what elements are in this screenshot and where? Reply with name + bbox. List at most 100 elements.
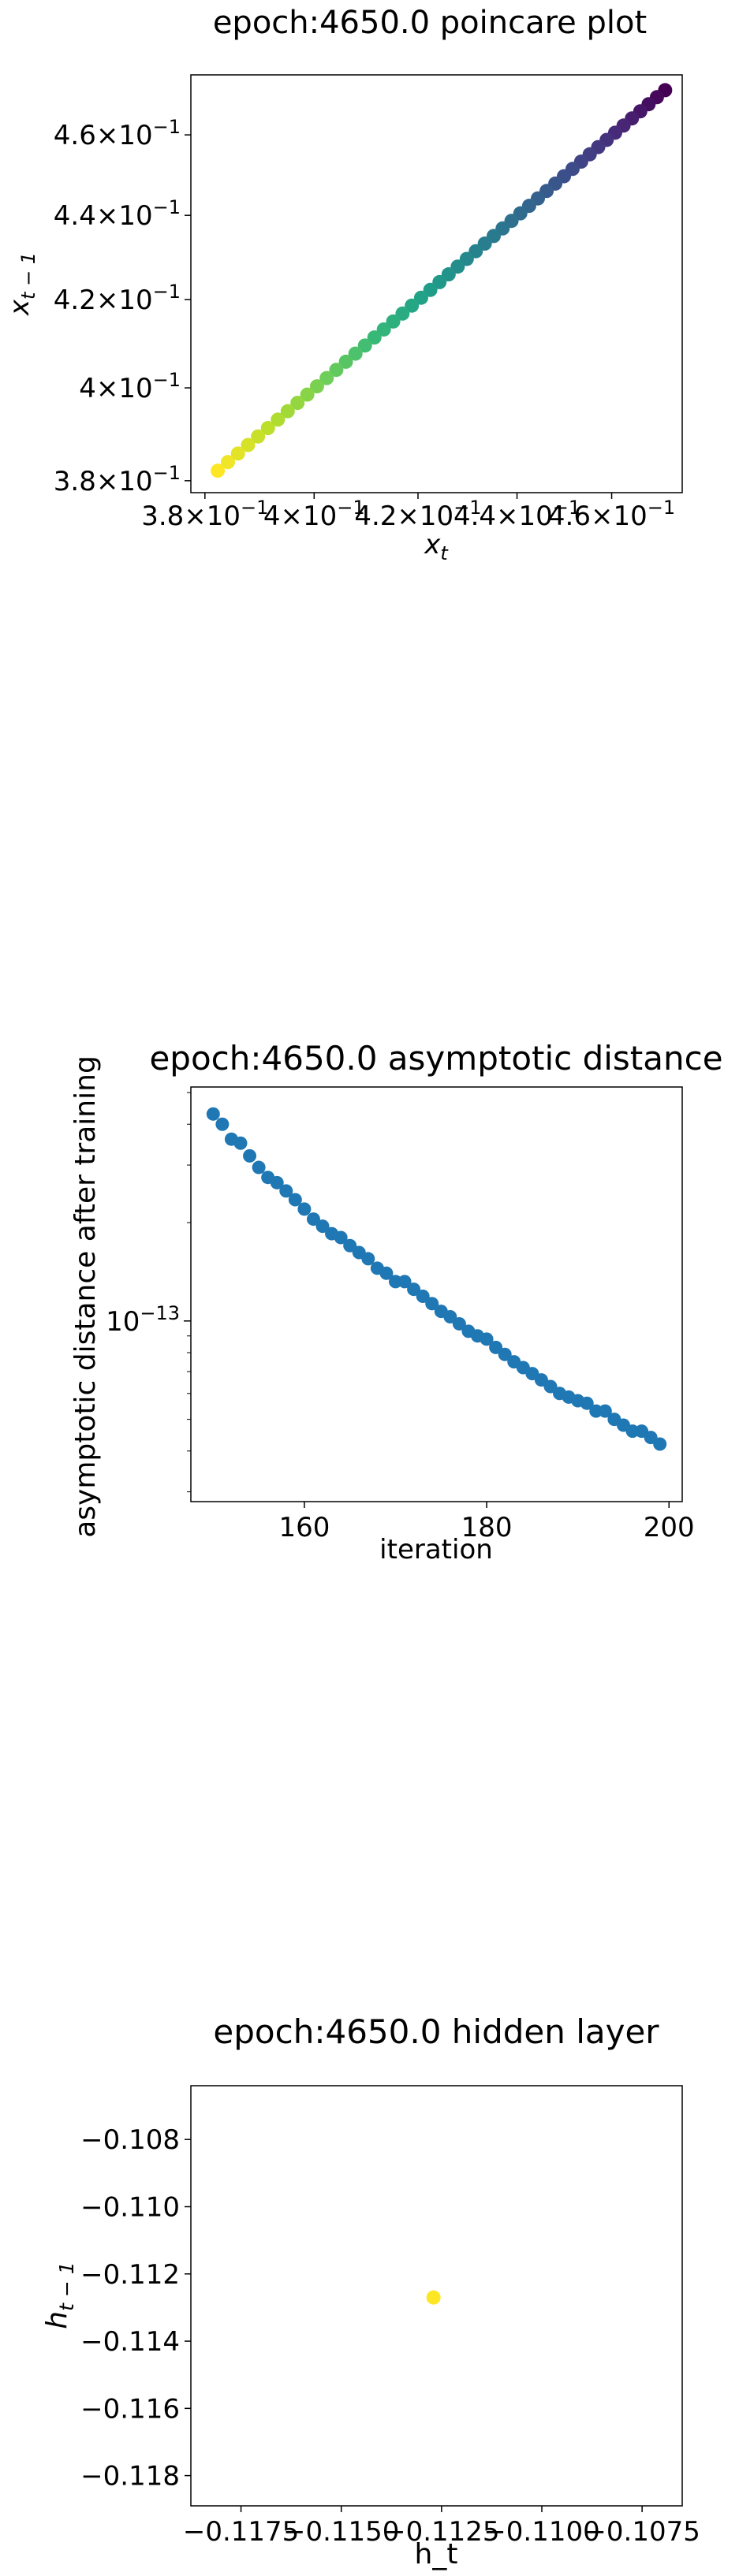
x-tick-label: 180 (461, 1512, 513, 1543)
poincare-chart: epoch:4650.0 poincare plot 3.8×10−14×10−… (4, 5, 683, 564)
scatter-point (297, 1202, 312, 1216)
scatter-points (426, 2290, 441, 2305)
x-tick-label: −0.1175 (183, 2516, 299, 2548)
scatter-point (489, 1340, 503, 1354)
scatter-point (443, 1309, 457, 1323)
scatter-point (361, 1252, 375, 1266)
y-axis-label: xt − 1 (4, 252, 39, 316)
scatter-point (367, 330, 382, 345)
scatter-point (498, 1347, 512, 1361)
x-tick-label: 4.4×10−1 (453, 497, 580, 532)
scatter-point (452, 1316, 466, 1331)
y-axis-ticks: 10−13 (106, 1092, 191, 1493)
scatter-point (230, 446, 245, 461)
x-tick-label: −0.1075 (584, 2516, 700, 2548)
scatter-point (425, 1297, 439, 1311)
x-tick-label: 160 (278, 1512, 330, 1543)
chart-title: epoch:4650.0 asymptotic distance (149, 1039, 722, 1078)
x-tick-label: 4.6×10−1 (548, 497, 675, 532)
x-tick-label: 3.8×10−1 (141, 497, 268, 532)
scatter-point (260, 421, 275, 436)
scatter-point (413, 290, 428, 305)
scatter-point (395, 306, 410, 321)
scatter-point (290, 396, 305, 411)
x-tick-label: −0.1150 (283, 2516, 399, 2548)
scatter-point (215, 1117, 230, 1131)
x-axis-ticks: 160 180 200 (278, 1502, 695, 1543)
y-tick-label: −0.114 (80, 2326, 180, 2358)
y-tick-label: 3.8×10−1 (54, 462, 181, 497)
y-tick-label: 4.2×10−1 (54, 281, 181, 316)
chart-title: epoch:4650.0 hidden layer (213, 2012, 659, 2051)
scatter-point (315, 1219, 330, 1234)
scatter-point (243, 1148, 257, 1163)
x-tick-label: −0.1100 (483, 2516, 599, 2548)
scatter-point (338, 354, 353, 369)
scatter-point (653, 1437, 667, 1451)
scatter-point (405, 298, 420, 313)
scatter-point (543, 1379, 558, 1394)
scatter-point (300, 387, 315, 402)
scatter-point (407, 1282, 421, 1297)
plot-area-frame (190, 2085, 683, 2507)
y-tick-label: 10−13 (106, 1302, 180, 1338)
scatter-point (288, 1193, 302, 1207)
scatter-point (379, 1266, 394, 1280)
scatter-point (426, 2290, 441, 2305)
scatter-point (309, 379, 324, 394)
y-tick-label: −0.116 (80, 2393, 180, 2425)
scatter-point (416, 1290, 430, 1304)
scatter-points (206, 1107, 667, 1451)
y-tick-label: 4.4×10−1 (54, 196, 181, 232)
scatter-point (343, 1238, 357, 1253)
scatter-point (233, 1136, 248, 1150)
chart-title: epoch:4650.0 poincare plot (213, 5, 647, 41)
scatter-point (280, 404, 295, 419)
scatter-point (329, 363, 344, 378)
asymptotic-distance-chart: epoch:4650.0 asymptotic distance 160 180 2… (69, 1039, 723, 1565)
scatter-point (480, 1332, 494, 1346)
x-tick-label: −0.1125 (383, 2516, 499, 2548)
scatter-point (357, 338, 372, 353)
scatter-point (241, 437, 256, 452)
scatter-point (376, 322, 391, 337)
scatter-point (279, 1184, 293, 1198)
x-tick-label: 4×10−1 (263, 497, 365, 532)
y-tick-label: 4×10−1 (79, 369, 181, 404)
scatter-point (580, 1396, 594, 1410)
x-tick-label: 200 (644, 1512, 695, 1543)
scatter-point (397, 1275, 412, 1289)
plot-area-frame (190, 74, 683, 493)
scatter-point (598, 1404, 612, 1418)
y-tick-label: −0.110 (80, 2192, 180, 2224)
scatter-point (306, 1212, 320, 1227)
x-axis-label: iteration (379, 1534, 493, 1565)
y-tick-label: 4.6×10−1 (54, 116, 181, 151)
scatter-point (348, 346, 363, 361)
scatter-point (423, 282, 438, 297)
y-axis-ticks: −0.108 −0.110 −0.112 −0.114 −0.116 −0.118 (80, 2124, 191, 2492)
scatter-point (334, 1230, 348, 1245)
x-axis-ticks: 3.8×10−14×10−14.2×10−14.4×10−14.6×10−1 (141, 493, 675, 532)
x-axis-ticks: −0.1175−0.1150−0.1125−0.1100−0.1075 (183, 2506, 700, 2548)
y-tick-label: −0.118 (80, 2461, 180, 2492)
scatter-point (251, 429, 266, 444)
y-axis-label: asymptotic distance after training (69, 1055, 102, 1538)
x-tick-label: 4.2×10−1 (354, 497, 481, 532)
y-tick-label: −0.108 (80, 2124, 180, 2156)
scatter-point (386, 314, 401, 329)
y-tick-label: −0.112 (80, 2259, 180, 2291)
scatter-point (270, 1175, 284, 1189)
scatter-point (211, 463, 226, 478)
scatter-point (271, 412, 286, 427)
scatter-points (211, 83, 673, 478)
scatter-point (252, 1160, 266, 1174)
x-axis-label: h_t (415, 2538, 458, 2570)
x-axis-label: xt (424, 529, 449, 564)
hidden-layer-chart: epoch:4650.0 hidden layer −0.1175−0.1150… (41, 2012, 700, 2570)
scatter-point (206, 1107, 220, 1121)
scatter-point (319, 370, 334, 385)
y-axis-ticks: 3.8×10−1 4×10−1 4.2×10−1 4.4×10−1 4.6×10−1 (54, 116, 191, 497)
plot-area-frame (190, 1086, 683, 1502)
